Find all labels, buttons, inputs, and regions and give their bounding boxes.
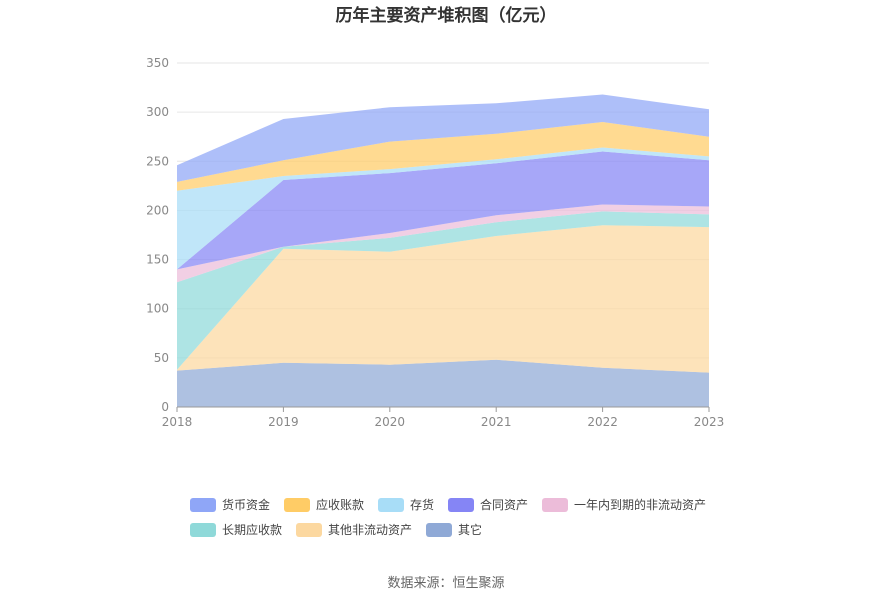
legend-swatch xyxy=(296,523,322,537)
legend-swatch xyxy=(426,523,452,537)
x-tick-label: 2018 xyxy=(162,415,193,429)
legend-swatch xyxy=(448,498,474,512)
y-tick-label: 150 xyxy=(146,253,169,267)
x-tick-label: 2019 xyxy=(268,415,299,429)
area-series xyxy=(177,94,709,182)
legend-item[interactable]: 长期应收款 xyxy=(190,522,282,537)
x-tick-label: 2022 xyxy=(587,415,618,429)
y-tick-label: 300 xyxy=(146,105,169,119)
y-tick-label: 100 xyxy=(146,302,169,316)
x-tick-label: 2021 xyxy=(481,415,512,429)
y-tick-label: 350 xyxy=(146,56,169,70)
data-source: 数据来源：恒生聚源 xyxy=(387,576,504,591)
legend-item[interactable]: 其它 xyxy=(426,522,482,537)
legend-swatch xyxy=(190,498,216,512)
area-series xyxy=(177,359,709,407)
legend-swatch xyxy=(378,498,404,512)
series-areas xyxy=(177,94,709,407)
legend-swatch xyxy=(542,498,568,512)
legend-item[interactable]: 应收账款 xyxy=(284,497,364,512)
x-tick-label: 2023 xyxy=(694,415,725,429)
area-series xyxy=(177,211,709,370)
legend-item[interactable]: 一年内到期的非流动资产 xyxy=(542,497,706,512)
legend-label: 其他非流动资产 xyxy=(328,523,412,537)
area-series xyxy=(177,122,709,191)
legend-label: 长期应收款 xyxy=(222,522,282,537)
axes: 0 50 100 150 200 250 300 350 2018 2019 2020 2021 202… xyxy=(146,56,724,429)
area-series xyxy=(177,225,709,373)
legend-item[interactable]: 存货 xyxy=(378,497,434,512)
legend-label: 其它 xyxy=(458,522,482,537)
area-series xyxy=(177,204,709,283)
legend-item[interactable]: 其他非流动资产 xyxy=(296,523,412,537)
legend-item[interactable]: 合同资产 xyxy=(448,497,528,512)
legend-label: 合同资产 xyxy=(480,497,528,512)
x-tick-label: 2020 xyxy=(375,415,406,429)
y-tick-label: 200 xyxy=(146,203,169,217)
area-series xyxy=(177,147,709,270)
legend-swatch xyxy=(284,498,310,512)
area-series xyxy=(177,151,709,270)
y-tick-label: 50 xyxy=(154,351,169,365)
chart-title: 历年主要资产堆积图（亿元） xyxy=(336,5,557,26)
legend-swatch xyxy=(190,523,216,537)
legend-label: 货币资金 xyxy=(222,497,270,512)
legend-label: 一年内到期的非流动资产 xyxy=(574,497,706,512)
legend-label: 应收账款 xyxy=(316,497,364,512)
legend-item[interactable]: 货币资金 xyxy=(190,497,270,512)
legend-label: 存货 xyxy=(410,497,434,512)
y-tick-label: 250 xyxy=(146,154,169,168)
y-tick-label: 0 xyxy=(161,400,169,414)
